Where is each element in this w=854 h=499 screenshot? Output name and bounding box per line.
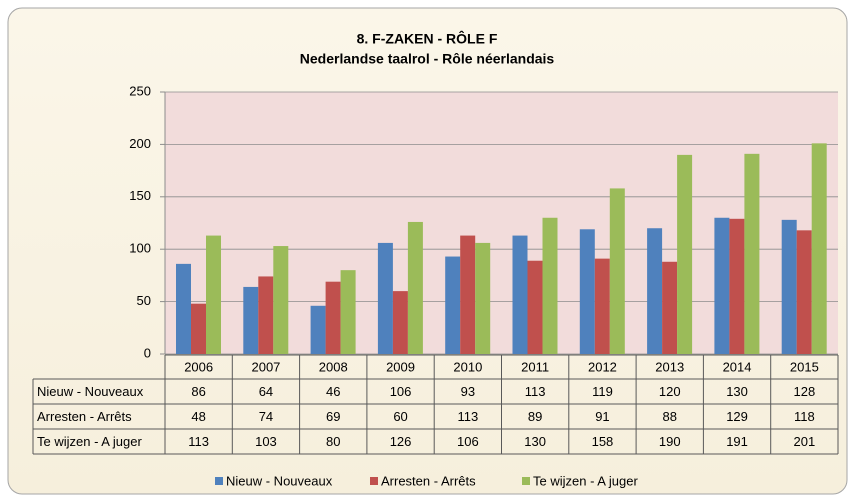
bar — [781, 219, 797, 354]
table-cell: 201 — [793, 434, 815, 449]
table-cell: 64 — [259, 384, 273, 399]
table-cell: 103 — [255, 434, 277, 449]
y-tick-label: 50 — [137, 293, 151, 308]
table-cell: 46 — [326, 384, 340, 399]
table-cell: 191 — [726, 434, 748, 449]
legend-swatch — [522, 477, 530, 485]
chart-subtitle: Nederlandse taalrol - Rôle néerlandais — [300, 51, 555, 67]
bar — [542, 217, 558, 354]
table-cell: 69 — [326, 409, 340, 424]
y-tick-label: 250 — [129, 83, 151, 98]
bar — [729, 218, 745, 354]
table-cell: 129 — [726, 409, 748, 424]
x-tick-label: 2015 — [790, 359, 819, 374]
bar — [377, 242, 393, 354]
bar — [647, 228, 663, 354]
table-cell: 88 — [663, 409, 677, 424]
legend-label: Nieuw - Nouveaux — [226, 473, 333, 488]
chart-title: 8. F-ZAKEN - RÔLE F — [357, 30, 498, 47]
table-cell: 60 — [393, 409, 407, 424]
x-tick-label: 2008 — [319, 359, 348, 374]
table-row-header: Arresten - Arrêts — [37, 409, 132, 424]
x-tick-label: 2009 — [386, 359, 415, 374]
bar — [325, 281, 341, 354]
table-row-header: Te wijzen - A juger — [37, 434, 142, 449]
table-cell: 113 — [525, 384, 546, 399]
table-cell: 80 — [326, 434, 340, 449]
table-cell: 106 — [457, 434, 479, 449]
bar — [340, 270, 356, 354]
x-tick-label: 2012 — [588, 359, 617, 374]
table-cell: 120 — [659, 384, 681, 399]
table-cell: 128 — [793, 384, 815, 399]
bar — [475, 242, 491, 354]
table-cell: 74 — [259, 409, 273, 424]
table-cell: 89 — [528, 409, 542, 424]
bar — [527, 260, 543, 354]
bar — [191, 303, 206, 354]
y-tick-label: 200 — [129, 136, 151, 151]
y-tick-label: 0 — [144, 345, 151, 360]
table-cell: 91 — [595, 409, 609, 424]
x-tick-label: 2007 — [251, 359, 280, 374]
table-cell: 93 — [461, 384, 475, 399]
legend-label: Arresten - Arrêts — [381, 473, 476, 488]
bar — [258, 276, 274, 354]
legend-swatch — [215, 477, 223, 485]
y-tick-label: 150 — [129, 188, 151, 203]
bar — [811, 143, 827, 354]
legend-label: Te wijzen - A juger — [533, 473, 638, 488]
bar — [460, 235, 476, 354]
bar — [744, 153, 760, 354]
table-cell: 86 — [191, 384, 205, 399]
bar — [579, 229, 595, 354]
x-tick-label: 2013 — [655, 359, 684, 374]
bar — [609, 188, 625, 354]
legend-swatch — [370, 477, 378, 485]
x-tick-label: 2011 — [521, 359, 549, 374]
table-cell: 113 — [457, 409, 478, 424]
bar — [594, 258, 610, 354]
table-row-header: Nieuw - Nouveaux — [37, 384, 144, 399]
table-cell: 130 — [524, 434, 546, 449]
table-cell: 130 — [726, 384, 748, 399]
table-cell: 106 — [390, 384, 412, 399]
bar — [176, 263, 191, 354]
bar — [206, 235, 221, 354]
x-tick-label: 2006 — [184, 359, 213, 374]
table-cell: 158 — [592, 434, 614, 449]
bar — [445, 256, 461, 354]
x-tick-label: 2014 — [723, 359, 752, 374]
bar — [677, 154, 693, 354]
table-cell: 113 — [188, 434, 209, 449]
bar — [512, 235, 528, 354]
table-cell: 118 — [794, 409, 815, 424]
bar — [392, 291, 408, 354]
bar — [273, 246, 289, 354]
bar — [310, 305, 326, 354]
x-tick-label: 2010 — [453, 359, 482, 374]
table-cell: 48 — [191, 409, 205, 424]
y-tick-label: 100 — [129, 241, 151, 256]
bar — [243, 286, 259, 354]
bar — [714, 217, 730, 354]
bar — [662, 261, 678, 354]
bar — [407, 221, 423, 354]
bar — [796, 230, 812, 354]
table-cell: 119 — [592, 384, 613, 399]
table-cell: 190 — [659, 434, 681, 449]
table-cell: 126 — [390, 434, 412, 449]
